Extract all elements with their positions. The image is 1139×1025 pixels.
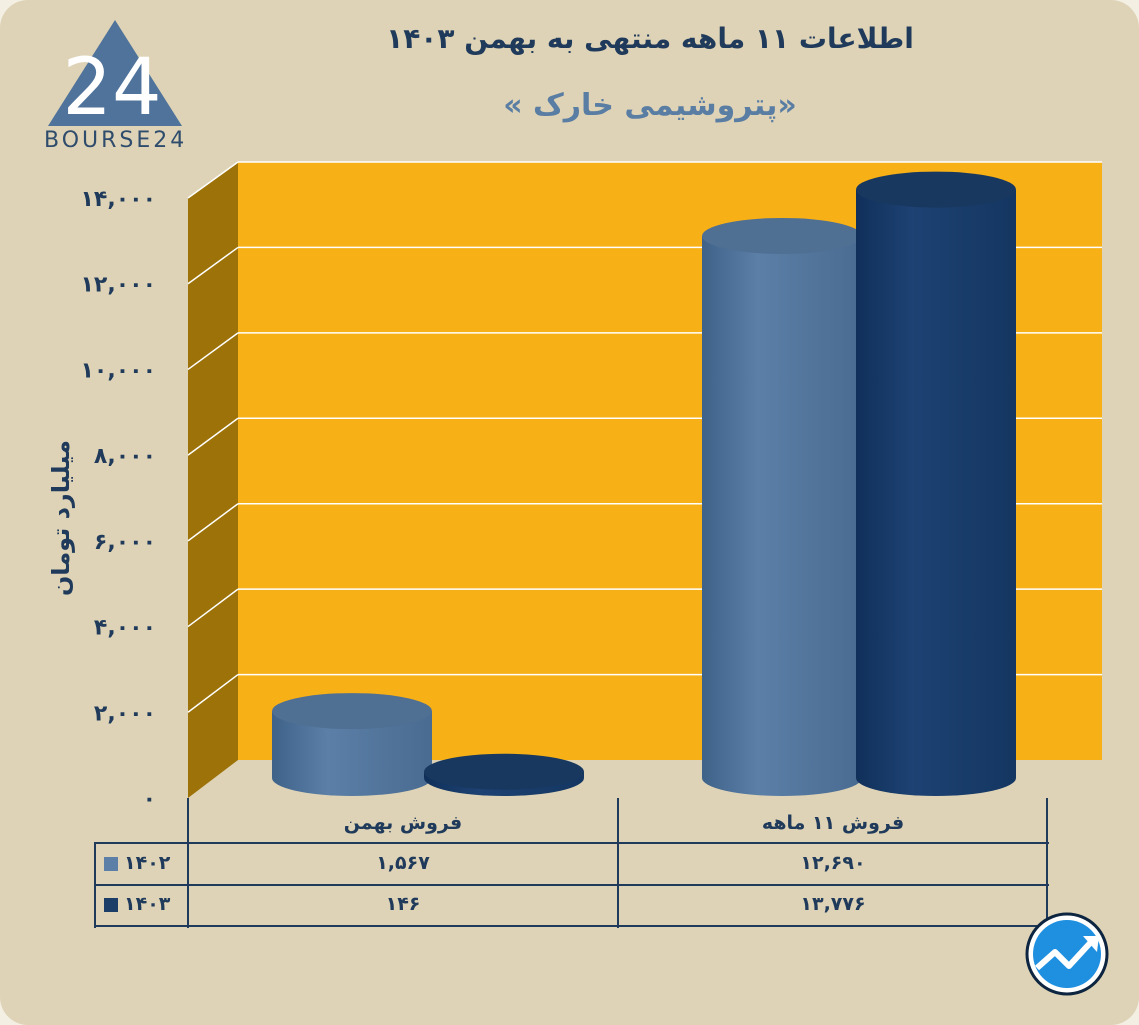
- legend-label-1403: ۱۴۰۳: [124, 893, 171, 915]
- category-label-bahman: فروش بهمن: [343, 812, 463, 834]
- legend-swatch-1403: [104, 898, 118, 912]
- bar-1402-11-month: [702, 217, 862, 797]
- y-tick-label: ۰: [143, 787, 156, 812]
- bar-1402-bahman: [272, 693, 432, 796]
- bar-body: [272, 711, 432, 796]
- y-tick-label: ۱۰,۰۰۰: [81, 358, 157, 383]
- value-1403-bahman: ۱۴۶: [385, 893, 421, 915]
- value-1403-11-month: ۱۳,۷۷۶: [800, 893, 866, 915]
- logo-text: BOURSE24: [44, 128, 188, 153]
- y-tick-label: ۴,۰۰۰: [94, 616, 156, 641]
- data-table: فروش بهمن فروش ۱۱ ماهه ۱۴۰۲ ۱,۵۶۷ ۱۲,۶۹۰…: [94, 798, 1049, 928]
- bar-top: [424, 753, 584, 790]
- gridline-side: [187, 588, 239, 628]
- y-tick-label: ۱۲,۰۰۰: [81, 273, 157, 298]
- y-tick-label: ۶,۰۰۰: [94, 530, 156, 555]
- trend-badge-icon: [1025, 912, 1109, 996]
- gridline-side: [187, 673, 239, 713]
- chart-title: اطلاعات ۱۱ ماهه منتهی به بهمن ۱۴۰۳: [386, 22, 914, 55]
- gridline-side: [187, 417, 239, 456]
- legend-swatch-1402: [104, 857, 118, 871]
- bourse24-logo: 24: [48, 20, 182, 133]
- y-tick-label: ۱۴,۰۰۰: [81, 187, 157, 212]
- value-1402-bahman: ۱,۵۶۷: [376, 852, 430, 874]
- gridline-side: [187, 246, 239, 285]
- legend-label-1402: ۱۴۰۲: [124, 852, 171, 874]
- bar-top: [272, 693, 432, 730]
- chart-subtitle: «پتروشیمی خارک »: [503, 88, 797, 123]
- gridline-side: [187, 161, 239, 199]
- bar-body: [856, 189, 1016, 796]
- bar-1403-bahman: [424, 753, 584, 796]
- category-label-11-month: فروش ۱۱ ماهه: [761, 812, 905, 834]
- bar-1403-11-month: [856, 171, 1016, 796]
- bar-top: [856, 171, 1016, 208]
- y-tick-label: ۸,۰۰۰: [94, 444, 156, 469]
- bar-top: [702, 217, 862, 254]
- plot-side-wall: [188, 162, 238, 798]
- svg-text:24: 24: [62, 43, 161, 133]
- gridline-side: [187, 332, 239, 371]
- gridline-side: [187, 503, 239, 542]
- bar-body: [702, 235, 862, 797]
- value-1402-11-month: ۱۲,۶۹۰: [800, 852, 866, 874]
- y-axis-label: میلیارد تومان: [47, 440, 75, 597]
- y-tick-label: ۲,۰۰۰: [94, 701, 156, 726]
- table-lines: [94, 798, 1049, 928]
